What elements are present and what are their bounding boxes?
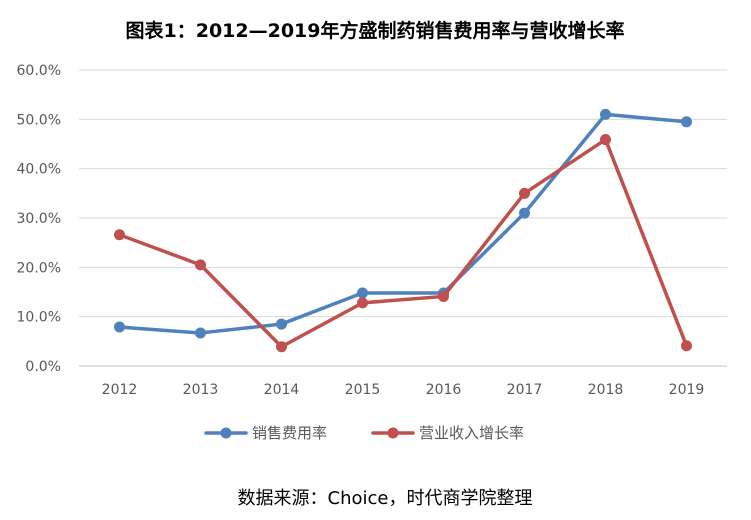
legend-item: 销售费用率	[204, 424, 327, 442]
grid-lines	[79, 69, 727, 367]
data-point	[357, 297, 368, 309]
source-note: 数据来源：Choice，时代商学院整理	[238, 488, 533, 509]
data-point	[114, 321, 125, 333]
series-2	[114, 134, 692, 353]
legend-marker	[387, 427, 399, 439]
legend-item: 营业收入增长率	[371, 424, 524, 442]
data-point	[681, 116, 692, 128]
x-tick-label: 2019	[669, 382, 705, 398]
y-tick-label: 10.0%	[17, 310, 61, 326]
series-layer	[114, 108, 692, 353]
series-1	[114, 108, 692, 339]
series-line	[117, 137, 689, 349]
y-tick-label: 0.0%	[25, 359, 61, 375]
series-line	[117, 112, 689, 335]
x-tick-label: 2015	[345, 382, 381, 398]
x-tick-label: 2017	[507, 382, 543, 398]
y-tick-label: 60.0%	[17, 63, 61, 79]
x-tick-label: 2013	[183, 382, 219, 398]
data-point	[195, 259, 206, 271]
legend-marker	[220, 427, 232, 439]
data-point	[519, 207, 530, 219]
data-point	[681, 340, 692, 352]
x-tick-label: 2014	[264, 382, 300, 398]
data-point	[276, 318, 287, 330]
legend-label: 营业收入增长率	[419, 424, 524, 442]
y-tick-label: 40.0%	[17, 162, 61, 178]
data-point	[438, 290, 449, 302]
data-point	[357, 287, 368, 299]
data-point	[114, 229, 125, 241]
y-axis-ticks: 0.0% 10.0% 20.0% 30.0% 40.0% 50.0% 60.0%	[17, 63, 61, 375]
data-point	[600, 108, 611, 120]
y-tick-label: 50.0%	[17, 112, 61, 128]
data-point	[519, 187, 530, 199]
data-point	[600, 134, 611, 146]
data-point	[276, 341, 287, 353]
chart-title: 图表1：2012—2019年方盛制药销售费用率与营收增长率	[126, 19, 625, 42]
x-tick-label: 2018	[588, 382, 624, 398]
legend-label: 销售费用率	[252, 424, 327, 442]
data-point	[195, 327, 206, 339]
legend: 销售费用率 营业收入增长率	[204, 424, 524, 442]
x-tick-label: 2016	[426, 382, 462, 398]
y-tick-label: 20.0%	[17, 260, 61, 276]
x-tick-label: 2012	[102, 382, 138, 398]
y-tick-label: 30.0%	[17, 211, 61, 227]
x-axis-ticks: 2012 2013 2014 2015 2016 2017 2018 2019	[102, 382, 705, 398]
